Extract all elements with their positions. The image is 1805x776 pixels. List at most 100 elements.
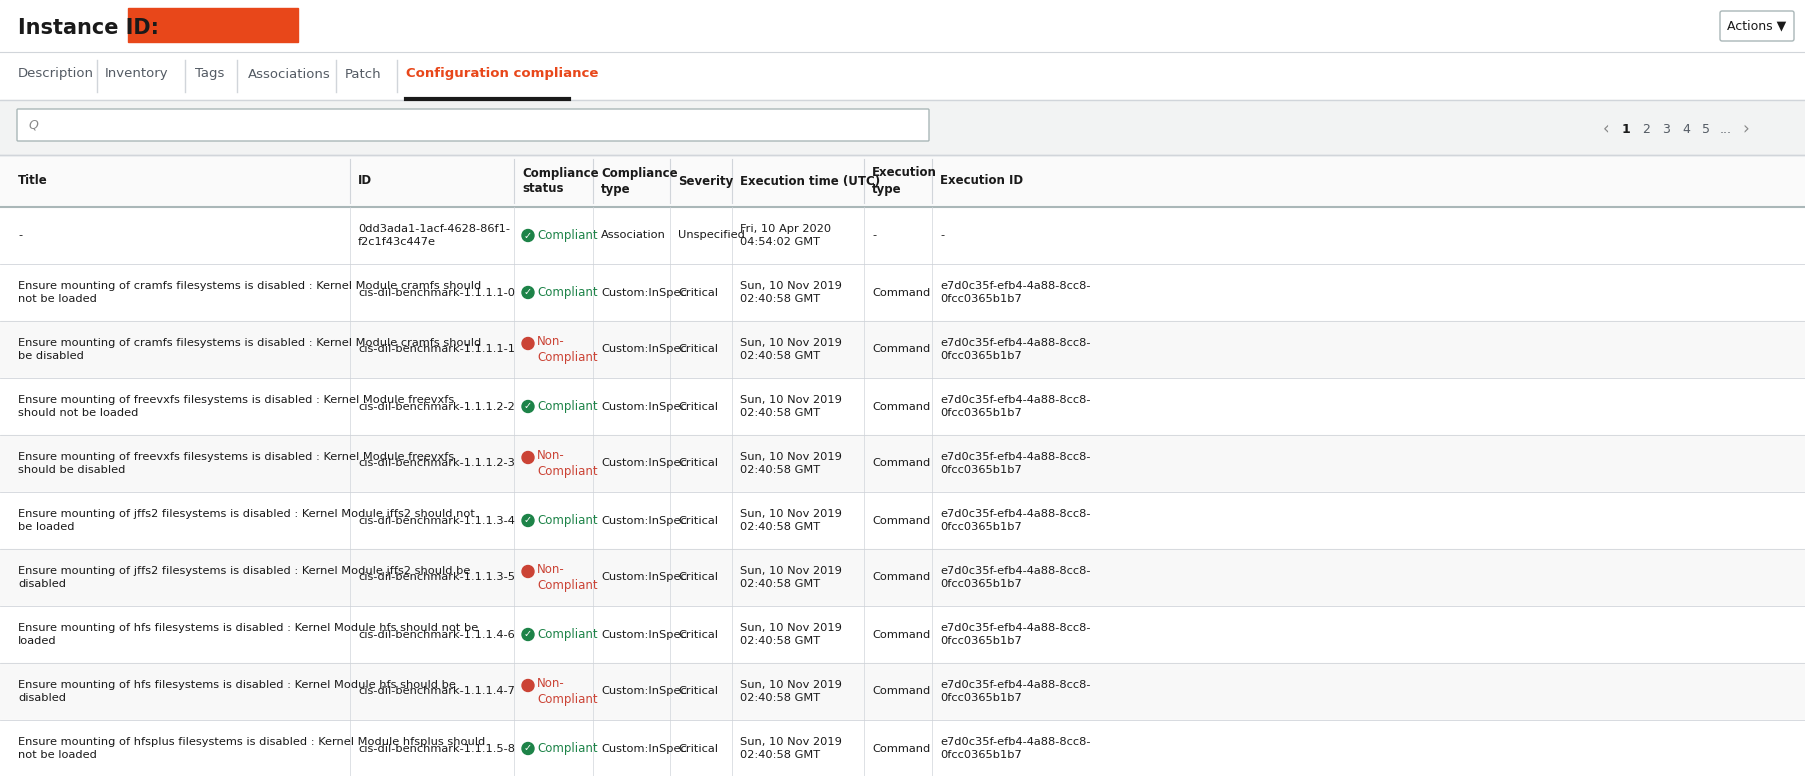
Text: -: -	[939, 230, 944, 241]
Text: ⊗: ⊗	[522, 679, 532, 692]
Text: cis-dil-benchmark-1.1.1.1-0: cis-dil-benchmark-1.1.1.1-0	[357, 287, 514, 297]
Bar	[0, 663, 1805, 720]
Text: e7d0c35f-efb4-4a88-8cc8-
0fcc0365b1b7: e7d0c35f-efb4-4a88-8cc8- 0fcc0365b1b7	[939, 452, 1090, 475]
Text: Compliant: Compliant	[536, 229, 597, 242]
Text: cis-dil-benchmark-1.1.1.4-6: cis-dil-benchmark-1.1.1.4-6	[357, 629, 514, 639]
Text: cis-dil-benchmark-1.1.1.1-1: cis-dil-benchmark-1.1.1.1-1	[357, 345, 514, 355]
Bar	[0, 606, 1805, 663]
Text: ✓: ✓	[523, 230, 532, 241]
Text: 4: 4	[1680, 123, 1689, 136]
Text: 5: 5	[1700, 123, 1709, 136]
Circle shape	[522, 566, 534, 577]
Text: Compliance
type: Compliance type	[601, 167, 677, 196]
Text: Ensure mounting of freevxfs filesystems is disabled : Kernel Module freevxfs
sho: Ensure mounting of freevxfs filesystems …	[18, 452, 455, 475]
Text: Custom:InSpec: Custom:InSpec	[601, 287, 686, 297]
Text: Actions ▼: Actions ▼	[1726, 19, 1785, 33]
Text: ✓: ✓	[523, 743, 532, 753]
Text: e7d0c35f-efb4-4a88-8cc8-
0fcc0365b1b7: e7d0c35f-efb4-4a88-8cc8- 0fcc0365b1b7	[939, 281, 1090, 304]
Text: Command: Command	[872, 687, 930, 697]
FancyBboxPatch shape	[16, 109, 928, 141]
Bar	[0, 720, 1805, 776]
Bar	[128, 8, 298, 42]
Text: Critical: Critical	[677, 345, 718, 355]
Text: ✓: ✓	[523, 629, 532, 639]
Text: Command: Command	[872, 287, 930, 297]
Text: ›: ›	[1742, 120, 1749, 138]
Text: cis-dil-benchmark-1.1.1.3-5: cis-dil-benchmark-1.1.1.3-5	[357, 573, 514, 583]
Text: -: -	[872, 230, 875, 241]
Circle shape	[522, 400, 534, 413]
Text: Critical: Critical	[677, 401, 718, 411]
Circle shape	[522, 286, 534, 299]
Text: Critical: Critical	[677, 687, 718, 697]
Text: Custom:InSpec: Custom:InSpec	[601, 459, 686, 469]
Text: Fri, 10 Apr 2020
04:54:02 GMT: Fri, 10 Apr 2020 04:54:02 GMT	[740, 224, 830, 247]
Text: ⊗: ⊗	[522, 451, 532, 464]
Text: Compliant: Compliant	[536, 514, 597, 527]
Text: Custom:InSpec: Custom:InSpec	[601, 687, 686, 697]
Text: Non-
Compliant: Non- Compliant	[536, 677, 597, 706]
Text: Association: Association	[601, 230, 666, 241]
Circle shape	[522, 338, 534, 349]
Text: Command: Command	[872, 401, 930, 411]
Circle shape	[522, 452, 534, 463]
Text: cis-dil-benchmark-1.1.1.5-8: cis-dil-benchmark-1.1.1.5-8	[357, 743, 514, 753]
Text: Command: Command	[872, 743, 930, 753]
Text: 0dd3ada1-1acf-4628-86f1-
f2c1f43c447e: 0dd3ada1-1acf-4628-86f1- f2c1f43c447e	[357, 224, 509, 247]
Text: Critical: Critical	[677, 573, 718, 583]
Text: Ensure mounting of hfs filesystems is disabled : Kernel Module hfs should be
dis: Ensure mounting of hfs filesystems is di…	[18, 680, 455, 703]
Text: Critical: Critical	[677, 515, 718, 525]
Text: ID: ID	[357, 175, 372, 188]
Text: Execution
type: Execution type	[872, 167, 937, 196]
Bar	[0, 549, 1805, 606]
Text: e7d0c35f-efb4-4a88-8cc8-
0fcc0365b1b7: e7d0c35f-efb4-4a88-8cc8- 0fcc0365b1b7	[939, 509, 1090, 532]
Circle shape	[522, 230, 534, 241]
Text: e7d0c35f-efb4-4a88-8cc8-
0fcc0365b1b7: e7d0c35f-efb4-4a88-8cc8- 0fcc0365b1b7	[939, 623, 1090, 646]
Text: cis-dil-benchmark-1.1.1.2-2: cis-dil-benchmark-1.1.1.2-2	[357, 401, 514, 411]
Text: Sun, 10 Nov 2019
02:40:58 GMT: Sun, 10 Nov 2019 02:40:58 GMT	[740, 281, 841, 304]
Text: Ensure mounting of freevxfs filesystems is disabled : Kernel Module freevxfs
sho: Ensure mounting of freevxfs filesystems …	[18, 395, 455, 418]
Bar	[0, 207, 1805, 264]
Text: cis-dil-benchmark-1.1.1.4-7: cis-dil-benchmark-1.1.1.4-7	[357, 687, 514, 697]
Circle shape	[522, 680, 534, 691]
Bar	[0, 378, 1805, 435]
Text: Associations: Associations	[247, 68, 330, 81]
Bar	[0, 100, 1805, 155]
Text: Patch: Patch	[345, 68, 381, 81]
Text: Sun, 10 Nov 2019
02:40:58 GMT: Sun, 10 Nov 2019 02:40:58 GMT	[740, 509, 841, 532]
Text: Compliant: Compliant	[536, 628, 597, 641]
Text: Custom:InSpec: Custom:InSpec	[601, 345, 686, 355]
Text: Ensure mounting of cramfs filesystems is disabled : Kernel Module cramfs should
: Ensure mounting of cramfs filesystems is…	[18, 281, 480, 304]
Bar	[0, 492, 1805, 549]
Text: e7d0c35f-efb4-4a88-8cc8-
0fcc0365b1b7: e7d0c35f-efb4-4a88-8cc8- 0fcc0365b1b7	[939, 680, 1090, 703]
Text: Execution ID: Execution ID	[939, 175, 1023, 188]
Text: Unspecified: Unspecified	[677, 230, 744, 241]
Text: Custom:InSpec: Custom:InSpec	[601, 401, 686, 411]
Text: Q: Q	[29, 119, 38, 131]
Text: Compliant: Compliant	[536, 742, 597, 755]
Text: Command: Command	[872, 515, 930, 525]
Text: Tags: Tags	[195, 68, 224, 81]
FancyBboxPatch shape	[1718, 11, 1792, 41]
Text: Sun, 10 Nov 2019
02:40:58 GMT: Sun, 10 Nov 2019 02:40:58 GMT	[740, 395, 841, 418]
Text: Non-
Compliant: Non- Compliant	[536, 335, 597, 364]
Text: -: -	[18, 230, 22, 241]
Bar	[0, 321, 1805, 378]
Text: ...: ...	[1718, 123, 1731, 136]
Text: ⊗: ⊗	[522, 337, 532, 350]
Text: Sun, 10 Nov 2019
02:40:58 GMT: Sun, 10 Nov 2019 02:40:58 GMT	[740, 623, 841, 646]
Text: Sun, 10 Nov 2019
02:40:58 GMT: Sun, 10 Nov 2019 02:40:58 GMT	[740, 338, 841, 361]
Text: Configuration compliance: Configuration compliance	[406, 68, 597, 81]
Bar	[0, 52, 1805, 100]
Text: 2: 2	[1641, 123, 1650, 136]
Text: cis-dil-benchmark-1.1.1.3-4: cis-dil-benchmark-1.1.1.3-4	[357, 515, 514, 525]
Text: Custom:InSpec: Custom:InSpec	[601, 515, 686, 525]
Text: Severity: Severity	[677, 175, 733, 188]
Text: ✓: ✓	[523, 515, 532, 525]
Text: Instance ID:: Instance ID:	[18, 18, 159, 38]
Text: ⊗: ⊗	[522, 565, 532, 578]
Text: e7d0c35f-efb4-4a88-8cc8-
0fcc0365b1b7: e7d0c35f-efb4-4a88-8cc8- 0fcc0365b1b7	[939, 566, 1090, 589]
Text: Non-
Compliant: Non- Compliant	[536, 449, 597, 478]
Bar	[0, 435, 1805, 492]
Text: Custom:InSpec: Custom:InSpec	[601, 743, 686, 753]
